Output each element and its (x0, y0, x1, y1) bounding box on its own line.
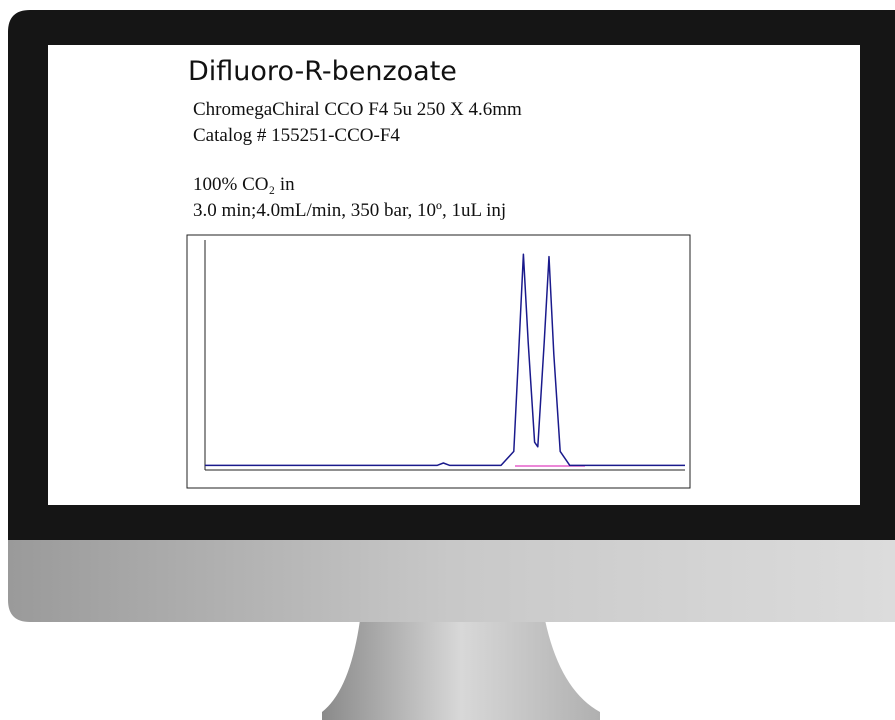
text-line: 3.0 min;4.0mL/min, 350 bar, 10º, 1uL inj (193, 200, 506, 221)
page: Difluoro-R-benzoate ChromegaChiral CCO F… (0, 0, 895, 720)
chin (8, 540, 895, 622)
plot-frame (187, 235, 690, 488)
text-line: 100% CO₂ in (193, 174, 295, 195)
heading: Difluoro-R-benzoate (188, 56, 457, 87)
text-line: Catalog # 155251-CCO-F4 (193, 125, 400, 146)
stand (322, 620, 600, 720)
text-line: ChromegaChiral CCO F4 5u 250 X 4.6mm (193, 99, 522, 120)
monitor: Difluoro-R-benzoate ChromegaChiral CCO F… (0, 0, 895, 720)
